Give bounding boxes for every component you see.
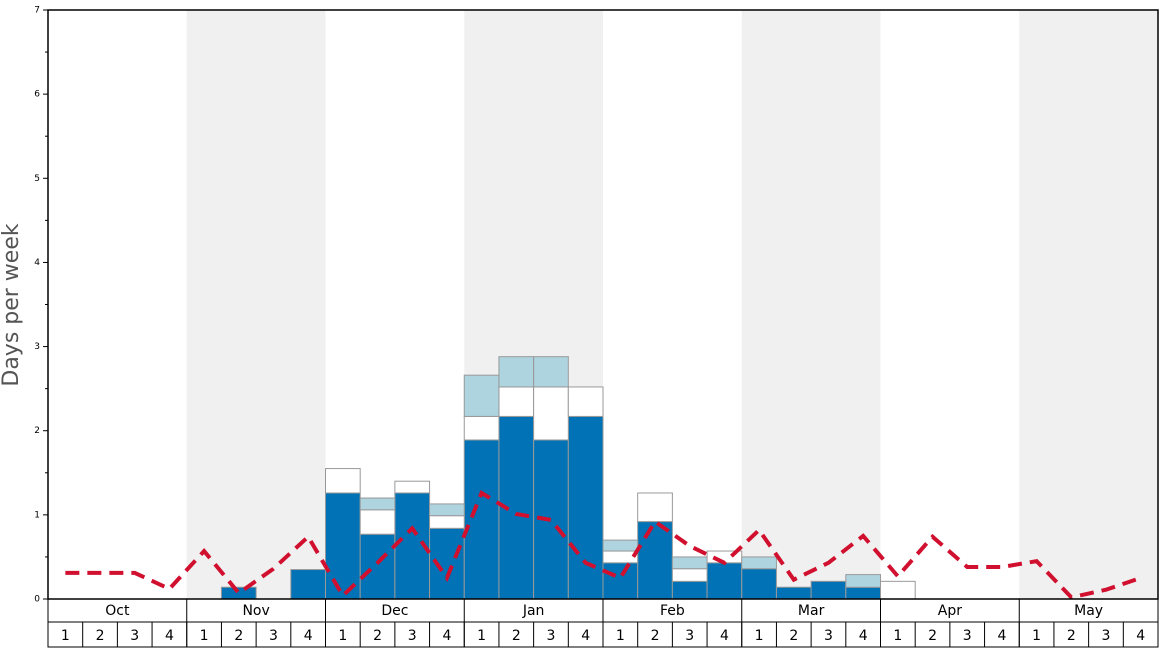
x-tick-label: 4 (859, 628, 868, 644)
bar-segment (463, 374, 500, 417)
line (65, 490, 1142, 600)
x-tick-label: 1 (893, 628, 902, 644)
x-tick-label: 2 (512, 628, 521, 644)
bar-segment (671, 556, 708, 570)
bar-segment (741, 568, 777, 600)
bar-segment (880, 580, 916, 600)
bar-segment (290, 569, 326, 600)
bar-segment (325, 468, 361, 494)
bar-segment (429, 515, 465, 529)
month-shade (186, 10, 326, 599)
x-tick-label: 3 (408, 628, 417, 644)
x-tick-label: 3 (824, 628, 833, 644)
y-tick-label: 6 (34, 90, 40, 100)
bar-segment (463, 439, 500, 600)
y-tick-label: 3 (34, 342, 40, 352)
month-shade (741, 10, 881, 599)
x-tick-label: 2 (373, 628, 382, 644)
y-tick-label: 7 (34, 6, 40, 16)
bar-segment (637, 492, 673, 523)
month-shade (1019, 10, 1158, 599)
x-tick-label: 3 (963, 628, 972, 644)
x-tick-label: 1 (755, 628, 764, 644)
x-tick-label: 4 (165, 628, 174, 644)
bar-segment (359, 533, 396, 600)
x-tick-label: 3 (269, 628, 278, 644)
x-tick-label: 4 (581, 628, 590, 644)
bar-segment (498, 386, 535, 417)
bar-segment (463, 415, 500, 441)
x-tick-label: 1 (1032, 628, 1041, 644)
y-tick-label: 0 (34, 595, 40, 605)
x-tick-label: 3 (1102, 628, 1111, 644)
month-label: Mar (798, 603, 825, 619)
bar-segment (845, 574, 881, 588)
bar-segment (325, 492, 361, 600)
y-axis-label: Days per week (0, 223, 24, 386)
bar-segment (602, 539, 639, 552)
bar-segment (775, 586, 812, 600)
bar-segment (671, 568, 708, 582)
bar-segment (671, 580, 708, 600)
x-tick-label: 2 (651, 628, 660, 644)
x-tick-label: 1 (616, 628, 625, 644)
month-label: Nov (242, 603, 269, 619)
bar-segment (602, 550, 639, 564)
x-tick-label: 4 (720, 628, 729, 644)
x-tick-label: 4 (442, 628, 451, 644)
bar-segment (845, 586, 881, 600)
bar-segment (394, 480, 431, 494)
month-label: Feb (660, 603, 685, 619)
bar-segment (567, 415, 604, 600)
x-tick-label: 3 (547, 628, 556, 644)
x-tick-label: 3 (685, 628, 694, 644)
x-tick-label: 4 (997, 628, 1006, 644)
month-label: Oct (105, 603, 130, 619)
x-tick-label: 1 (200, 628, 209, 644)
bar-segment (741, 556, 777, 570)
x-tick-label: 2 (789, 628, 798, 644)
x-tick-label: 2 (234, 628, 243, 644)
bar-segment (220, 586, 257, 600)
y-tick-label: 1 (34, 510, 40, 520)
bar-segment (533, 386, 569, 441)
bar-segment (567, 386, 604, 417)
x-tick-label: 2 (96, 628, 105, 644)
x-tick-label: 4 (1136, 628, 1145, 644)
x-tick-label: 2 (1067, 628, 1076, 644)
month-label: May (1074, 603, 1103, 619)
month-label: Dec (381, 603, 408, 619)
bar-segment (359, 509, 396, 535)
month-label: Apr (938, 603, 962, 619)
x-tick-label: 3 (130, 628, 139, 644)
bar-segment (810, 580, 847, 600)
x-tick-label: 1 (477, 628, 486, 644)
bar-segment (429, 503, 465, 517)
x-tick-label: 2 (928, 628, 937, 644)
bar-segment (602, 562, 639, 600)
x-tick-label: 1 (338, 628, 347, 644)
x-tick-label: 4 (304, 628, 313, 644)
y-tick-label: 5 (34, 174, 40, 184)
bar-segment (359, 497, 396, 511)
y-tick-label: 4 (34, 258, 40, 268)
bar-segment (498, 356, 535, 388)
y-tick-label: 2 (34, 426, 40, 436)
bar-segment (533, 356, 569, 388)
x-tick-label: 1 (61, 628, 70, 644)
month-label: Jan (522, 603, 545, 619)
bar-segment (637, 521, 673, 600)
bar-segment (706, 562, 743, 600)
